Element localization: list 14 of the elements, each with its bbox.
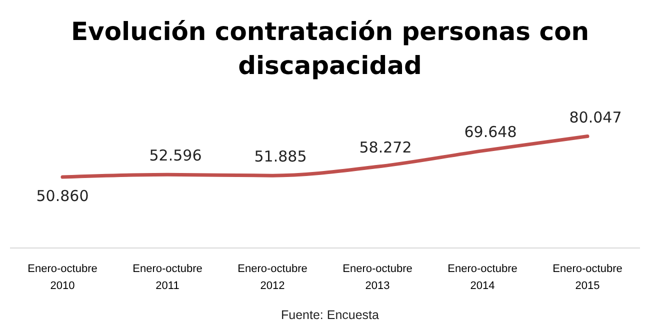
data-label: 69.648 [464, 122, 517, 141]
x-tick-label: Enero-octubre 2014 [448, 263, 518, 292]
data-label: 51.885 [254, 148, 307, 166]
data-label: 80.047 [569, 108, 622, 126]
x-tick-label: Enero-octubre 2012 [238, 263, 308, 292]
chart-title: Evolución contratación personas con discapacidad [70, 17, 590, 80]
x-tick-label: Enero-octubre 2010 [28, 263, 98, 292]
data-label: 50.860 [36, 187, 89, 206]
data-label: 52.596 [149, 146, 202, 165]
x-tick-label: Enero-octubre 2011 [132, 263, 202, 292]
data-label: 58.272 [359, 138, 412, 157]
x-tick-label: Enero-octubre 2013 [342, 263, 412, 292]
x-tick-label: Enero-octubre 2015 [552, 263, 622, 292]
source-note: Fuente: Encuesta [281, 308, 380, 322]
